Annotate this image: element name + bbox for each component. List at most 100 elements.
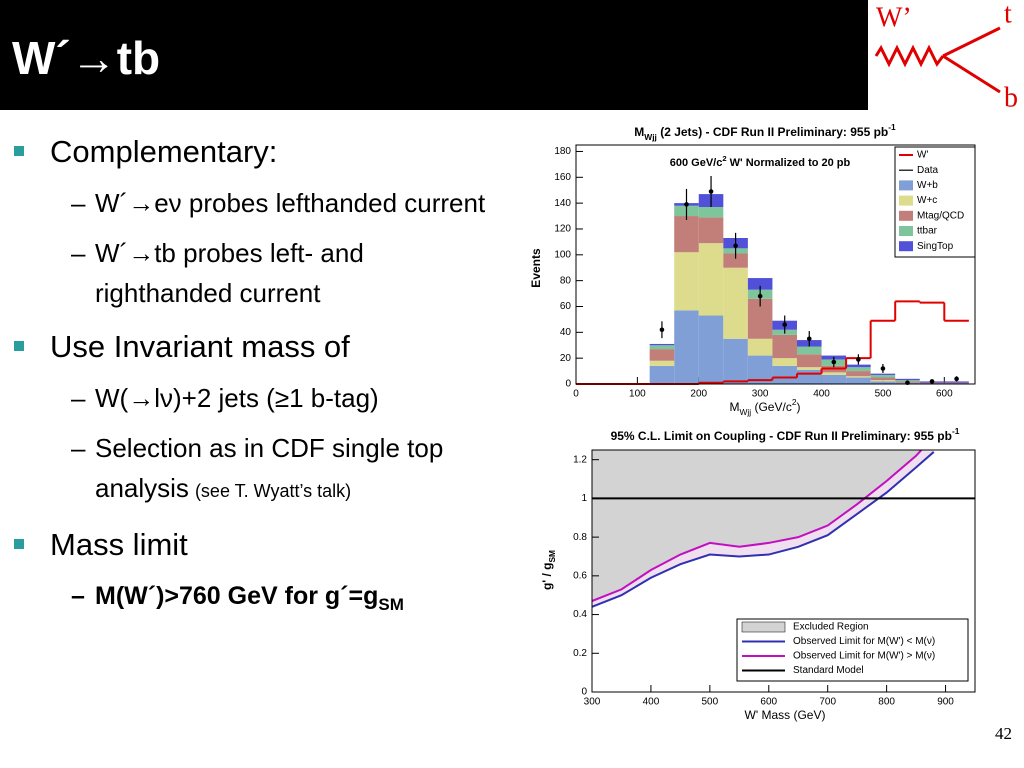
plot-frame — [575, 144, 976, 385]
bullet-list: Complementary: W´→eν probes lefthanded cu… — [0, 133, 520, 625]
bar-segment — [674, 310, 699, 384]
bar-segment — [846, 371, 871, 377]
x-tick-label: 600 — [760, 697, 777, 708]
text-part: Wjj — [644, 132, 657, 142]
bar-segment — [698, 217, 724, 244]
x-tick-label: 100 — [629, 389, 646, 400]
text-part: M — [730, 400, 740, 414]
bar-segment — [649, 349, 675, 361]
data-point — [806, 336, 812, 342]
legend-label: Excluded Region — [793, 622, 869, 633]
text-part: -1 — [952, 426, 960, 436]
text-part: Wjj — [740, 407, 752, 417]
bar-segment — [649, 345, 675, 350]
y-tick-label: 140 — [554, 198, 571, 209]
bar-segment — [649, 343, 675, 346]
bar-segment — [723, 253, 748, 268]
y-tick-label: 0.2 — [573, 648, 587, 659]
bar-segment — [747, 338, 773, 356]
bar-segment — [870, 380, 896, 382]
quark-lines — [942, 26, 1001, 94]
bar-segment — [723, 338, 748, 384]
data-point — [684, 202, 689, 207]
chart-text: 95% C.L. Limit on Coupling - CDF Run II … — [611, 426, 960, 443]
legend-label: W' — [917, 150, 928, 161]
sub-bullet: W´→tb probes left- and righthanded curre… — [71, 233, 505, 313]
bullet: Complementary: — [14, 133, 520, 170]
bar-segment — [796, 354, 822, 368]
x-tick-label: 800 — [878, 697, 895, 708]
bar-segment — [772, 358, 797, 366]
legend-label: W+c — [917, 195, 937, 206]
bullet-text: W´→eν probes lefthanded current — [95, 188, 486, 218]
sub-bullet: M(W´)>760 GeV for g´=gSM — [71, 576, 505, 625]
sub-bullet: Selection as in CDF single top analysis(… — [71, 428, 505, 511]
legend-label: Data — [917, 165, 939, 176]
y-tick-label: 60 — [560, 301, 572, 312]
bar-segment — [870, 374, 896, 378]
legend-label: Observed Limit for M(W') < M(ν) — [793, 636, 935, 647]
plot-area — [592, 450, 975, 608]
band — [592, 450, 934, 607]
y-tick-label: 1.2 — [573, 454, 587, 465]
limit-line — [592, 450, 923, 602]
legend-swatch — [899, 180, 913, 191]
bar-segment — [649, 365, 675, 384]
bar-segment — [870, 377, 896, 381]
text-part: 600 GeV/c — [670, 157, 723, 169]
slide-title: W´→tb — [12, 32, 161, 84]
bar-segment — [796, 367, 822, 370]
data-point — [856, 357, 861, 362]
diagram-label: t — [1004, 0, 1012, 29]
x-tick-label: 600 — [936, 389, 953, 400]
x-tick-label: 500 — [875, 389, 892, 400]
bar-segment — [821, 374, 847, 384]
data-point — [880, 366, 886, 371]
text-part: W' Mass (GeV) — [745, 708, 826, 722]
bar-segment — [747, 278, 773, 290]
subscript: SM — [378, 595, 404, 614]
text-part: 2 — [792, 397, 797, 407]
bar-segment — [846, 364, 871, 368]
text-part: (GeV/c — [751, 400, 792, 414]
bar-segment — [772, 365, 797, 384]
bullet-text: W(→lν)+2 jets (≥1 b-tag) — [95, 383, 379, 413]
legend-swatch — [899, 195, 913, 206]
chart-text: 600 GeV/c2 W' Normalized to 20 pb — [670, 154, 851, 169]
bar-segment — [870, 381, 896, 384]
text-part: ) — [797, 400, 801, 414]
x-tick-label: 300 — [584, 697, 601, 708]
sub-bullet: W(→lν)+2 jets (≥1 b-tag) — [71, 378, 505, 418]
chart-text: W' Mass (GeV) — [745, 708, 826, 722]
bar-segment — [723, 267, 748, 339]
bullet-text: M(W´)>760 GeV for g´=g — [95, 582, 379, 610]
diagram-label: W’ — [876, 2, 912, 33]
text-part: (2 Jets) - CDF Run II Preliminary: 955 p… — [657, 125, 888, 139]
y-tick-label: 160 — [554, 172, 571, 183]
y-tick-label: 0 — [565, 379, 571, 390]
legend-swatch — [899, 226, 913, 236]
legend-label: Observed Limit for M(W') > M(ν) — [793, 651, 935, 662]
data-point — [659, 327, 665, 333]
bullet-text: W´→tb probes left- and righthanded curre… — [95, 238, 364, 308]
bar-segment — [674, 216, 699, 253]
bar-segment — [870, 373, 896, 375]
boson-line — [874, 44, 945, 68]
bar-segment — [944, 382, 969, 384]
note: (see T. Wyatt’s talk) — [194, 481, 352, 501]
y-tick-label: 0 — [581, 687, 587, 698]
bar-segment — [674, 252, 699, 311]
bullet: Use Invariant mass of — [14, 328, 520, 365]
legend-label: W+b — [917, 180, 938, 191]
page-number: 42 — [995, 724, 1012, 743]
y-tick-label: 1 — [581, 493, 587, 504]
legend-swatch — [741, 621, 786, 633]
bullet-text: Selection as in CDF single top analysis — [95, 433, 444, 503]
legend-label: SingTop — [917, 241, 954, 252]
bar-segment — [649, 360, 675, 366]
bar-segment — [796, 369, 822, 384]
chart-text: MWjj (GeV/c2) — [730, 397, 801, 417]
x-tick-label: 400 — [643, 697, 660, 708]
